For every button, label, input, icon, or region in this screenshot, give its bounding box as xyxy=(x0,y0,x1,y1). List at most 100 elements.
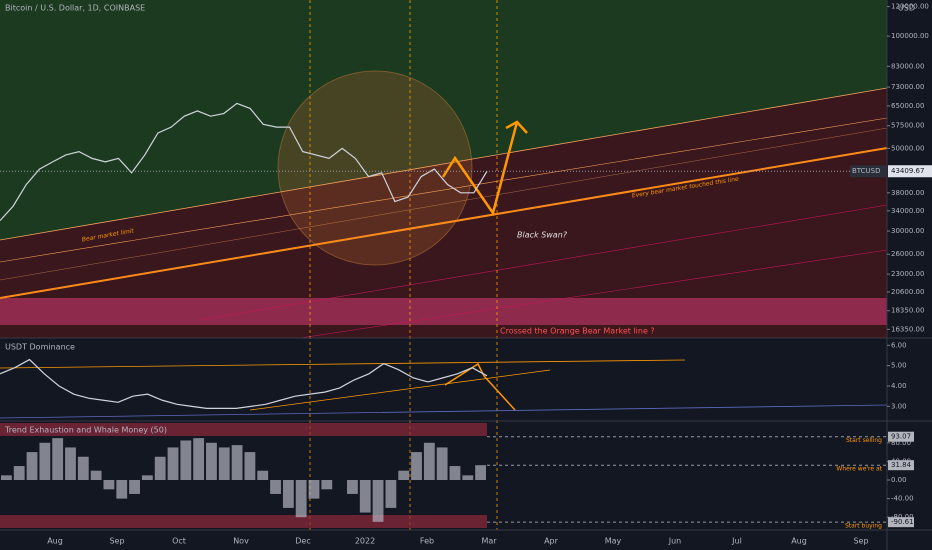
usdt-arrow xyxy=(444,362,516,411)
histogram-bar xyxy=(218,447,230,480)
histogram-bar xyxy=(385,480,397,508)
level-note: Start buying xyxy=(845,523,882,530)
bear-channel xyxy=(0,88,887,338)
y-tick-label: 4.00 xyxy=(891,382,907,390)
y-tick-label: 20600.00 xyxy=(891,288,924,296)
symbol-label: BTCUSD xyxy=(852,167,881,175)
price-line xyxy=(0,102,488,222)
time-label: Sep xyxy=(853,537,868,546)
price-tag xyxy=(888,165,932,178)
y-tick-label: 120000.00 xyxy=(891,3,929,11)
time-label: May xyxy=(605,537,622,546)
histogram-bar xyxy=(295,480,307,518)
bottom-zone xyxy=(0,298,887,325)
y-tick-label: 100000.00 xyxy=(891,32,929,40)
buy-zone xyxy=(0,515,487,528)
time-label: Oct xyxy=(172,537,186,546)
histogram-bar xyxy=(180,440,192,480)
y-tick-label: 26000.00 xyxy=(891,250,924,258)
vertical-markers xyxy=(309,0,498,530)
highlight-circle xyxy=(277,70,473,266)
y-tick-label: 34000.00 xyxy=(891,207,924,215)
time-label: Jun xyxy=(668,537,682,546)
histogram-bar xyxy=(141,475,153,480)
usdt-line xyxy=(0,359,686,369)
y-tick-label: 16350.00 xyxy=(891,325,924,333)
histogram-bar xyxy=(359,480,371,513)
histogram-bar xyxy=(257,470,269,480)
level-label: 93.07 xyxy=(891,433,911,441)
histogram-bar xyxy=(103,480,115,490)
histogram-bar xyxy=(154,456,166,480)
y-tick-label: 38000.00 xyxy=(891,189,924,197)
histogram-bar xyxy=(411,452,422,480)
y-tick-label: -40.00 xyxy=(891,495,914,503)
histogram-bar xyxy=(167,447,179,480)
histogram-bar xyxy=(270,480,281,494)
level-note: Where we're at xyxy=(836,466,882,473)
pane-title: Trend Exhaustion and Whale Money (50) xyxy=(4,426,167,435)
histogram-bar xyxy=(13,466,25,480)
level-tag xyxy=(888,517,914,528)
time-label: Feb xyxy=(420,537,434,546)
channel-lines xyxy=(0,87,888,339)
level-tag xyxy=(888,460,914,471)
y-tick-label: 30000.00 xyxy=(891,227,924,235)
sell-zone xyxy=(0,423,487,436)
level-note: Start selling xyxy=(846,437,882,444)
level-label: 31.84 xyxy=(891,461,912,469)
histogram-bar xyxy=(462,475,474,480)
annotation: Black Swan? xyxy=(517,231,568,240)
time-label: Dec xyxy=(295,537,310,546)
histogram-bar xyxy=(129,480,140,494)
annotation: Crossed the Orange Bear Market line ? xyxy=(500,327,655,336)
chart-title: Bitcoin / U.S. Dollar, 1D, COINBASE xyxy=(5,4,145,13)
level-tag xyxy=(888,431,914,442)
histogram-bar xyxy=(308,480,320,499)
y-tick-label: 23000.00 xyxy=(891,270,924,278)
histogram-bar xyxy=(39,442,51,480)
time-label: Aug xyxy=(47,537,63,546)
y-tick-label: 83000.00 xyxy=(891,62,924,70)
pane-title: USDT Dominance xyxy=(5,343,75,352)
y-tick-label: 0.00 xyxy=(891,476,907,484)
histogram-bar xyxy=(423,442,435,480)
y-tick-label: 18350.00 xyxy=(891,307,924,315)
histogram-bar xyxy=(398,470,410,480)
histogram-bar xyxy=(475,465,486,480)
histogram-bar xyxy=(321,480,333,490)
histogram-bar xyxy=(449,466,461,480)
arrow-head xyxy=(505,120,528,134)
histogram-bar xyxy=(77,456,89,480)
time-label: Nov xyxy=(233,537,249,546)
y-tick-label: 6.00 xyxy=(891,341,907,349)
projection-arrow xyxy=(441,121,519,216)
time-label: 2022 xyxy=(355,537,375,546)
y-tick-label: 50000.00 xyxy=(891,144,924,152)
time-label: Apr xyxy=(544,537,559,546)
time-label: Aug xyxy=(791,537,807,546)
currency: USD xyxy=(898,4,915,13)
histogram-bar xyxy=(116,480,128,499)
y-tick-label: 80.00 xyxy=(891,439,911,447)
symbol-tag xyxy=(850,165,886,178)
histogram-bar xyxy=(206,442,217,480)
histogram-bar xyxy=(1,475,12,480)
time-label: Mar xyxy=(481,537,497,546)
y-tick-label: 73000.00 xyxy=(891,83,924,91)
histogram-bar xyxy=(244,452,256,480)
time-label: Sep xyxy=(109,537,124,546)
usdt-line xyxy=(0,404,888,419)
y-tick-label: 5.00 xyxy=(891,362,907,370)
y-tick-label: 65000.00 xyxy=(891,102,924,110)
price-label: 43409.67 xyxy=(891,167,924,175)
usdt-line xyxy=(249,369,551,411)
level-label: -90.61 xyxy=(891,518,914,526)
histogram-bar xyxy=(372,480,384,522)
time-label: Jul xyxy=(731,537,742,546)
histogram-bar xyxy=(436,447,448,480)
histogram-bar xyxy=(282,480,294,508)
y-tick-label: 57500.00 xyxy=(891,122,924,130)
histogram-bar xyxy=(90,470,102,480)
